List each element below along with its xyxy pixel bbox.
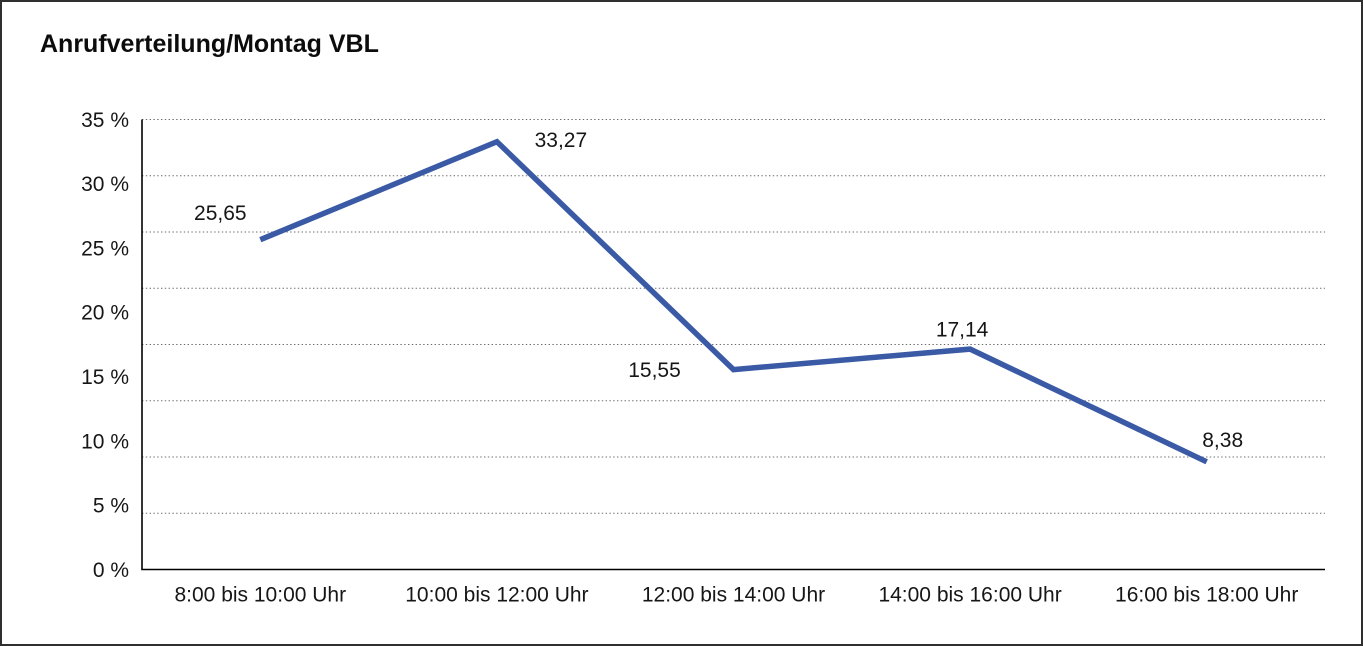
y-tick-label: 0 % (93, 559, 129, 582)
y-tick-label: 35 % (81, 109, 129, 132)
y-tick-label: 20 % (81, 302, 129, 325)
data-line (259, 138, 1208, 465)
x-tick-label: 12:00 bis 14:00 Uhr (642, 583, 825, 606)
y-tick-label: 30 % (81, 173, 129, 196)
data-label: 33,27 (535, 129, 588, 152)
data-label: 25,65 (194, 202, 247, 225)
chart-title: Anrufverteilung/Montag VBL (40, 30, 379, 58)
x-tick-label: 16:00 bis 18:00 Uhr (1115, 583, 1298, 606)
y-tick-label: 25 % (81, 237, 129, 260)
y-tick-label: 15 % (81, 366, 129, 389)
x-tick-label: 14:00 bis 16:00 Uhr (878, 583, 1061, 606)
x-tick-label: 8:00 bis 10:00 Uhr (174, 583, 346, 606)
data-label: 17,14 (936, 318, 989, 341)
data-label: 8,38 (1202, 429, 1243, 452)
y-tick-label: 5 % (93, 495, 129, 518)
data-label: 15,55 (628, 359, 681, 382)
x-tick-label: 10:00 bis 12:00 Uhr (405, 583, 588, 606)
y-tick-label: 10 % (81, 430, 129, 453)
